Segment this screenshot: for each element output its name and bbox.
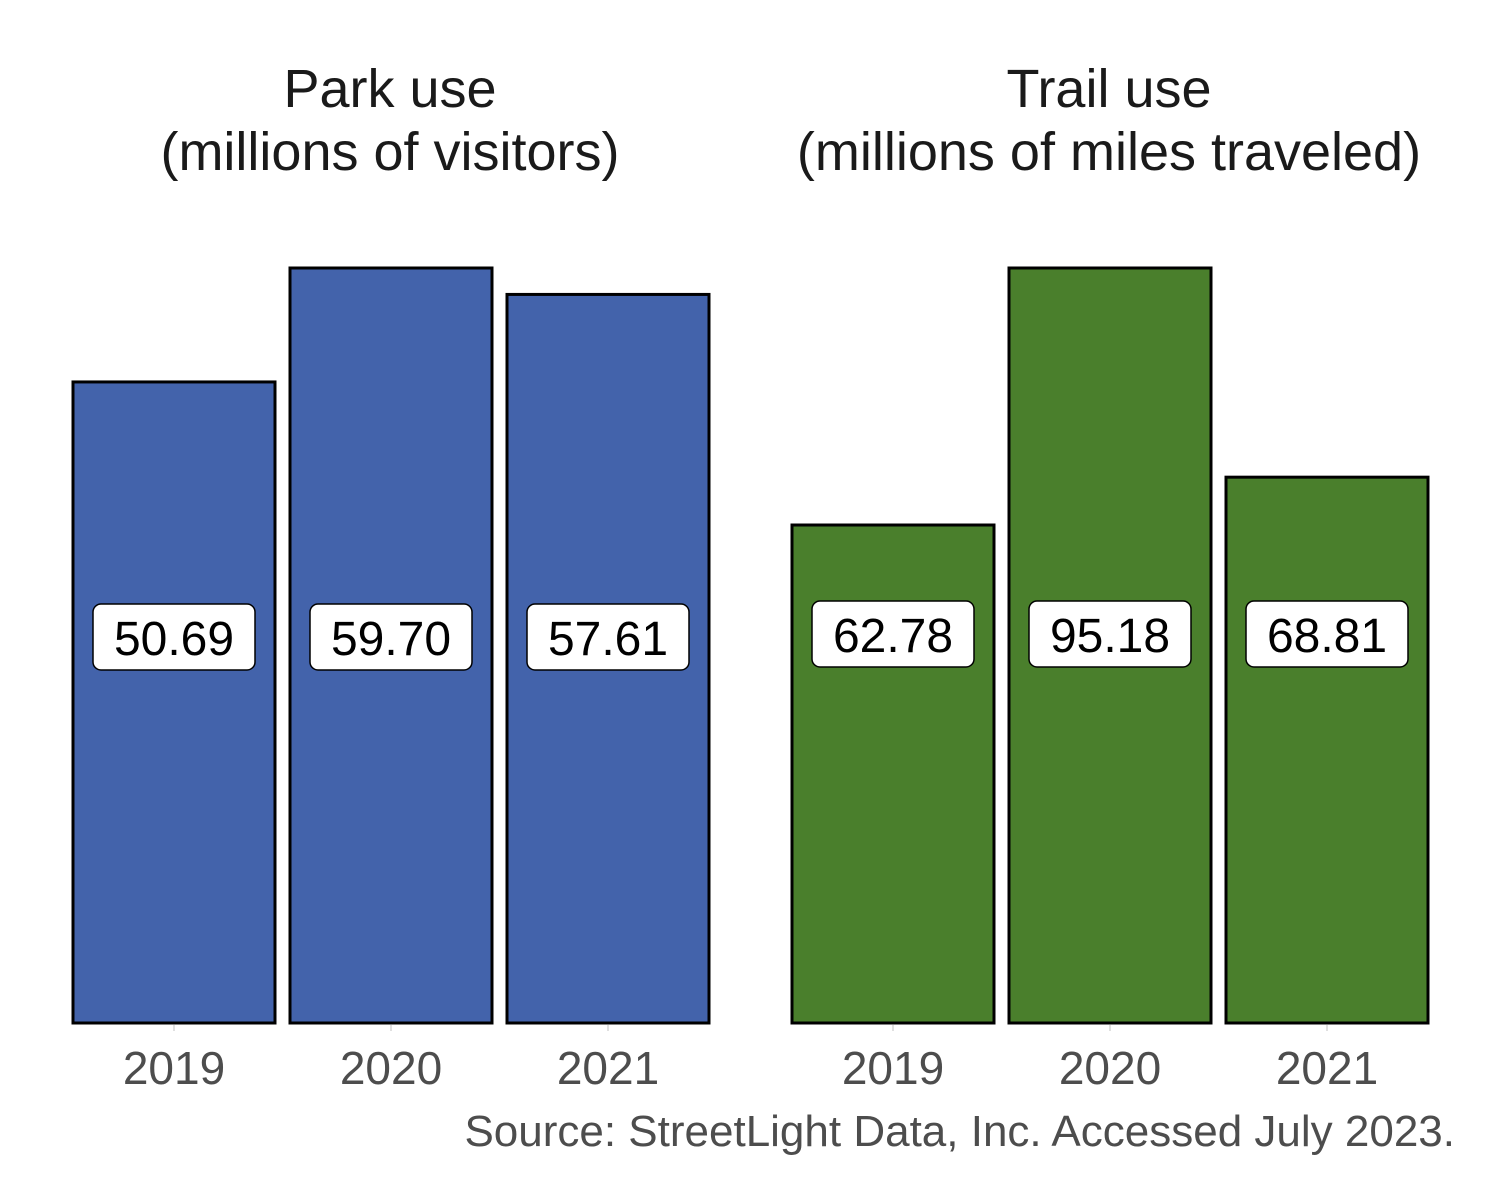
x-tick-label: 2020 bbox=[340, 1042, 442, 1094]
source-caption: Source: StreetLight Data, Inc. Accessed … bbox=[464, 1107, 1455, 1156]
panel-title-line-1: Trail use bbox=[1006, 59, 1211, 119]
data-label: 62.78 bbox=[833, 610, 953, 663]
data-label: 57.61 bbox=[548, 613, 668, 666]
data-label-box bbox=[1028, 600, 1192, 668]
bar-group: 62.78 2019 95.18 2020 68.81 2021 bbox=[790, 266, 1430, 1094]
x-tick-label: 2020 bbox=[1059, 1042, 1161, 1094]
data-label-box bbox=[811, 600, 975, 668]
data-label: 59.70 bbox=[331, 613, 451, 666]
panel-title-line-2: (millions of miles traveled) bbox=[797, 122, 1421, 182]
bar-2021 bbox=[1224, 475, 1430, 1025]
data-label: 50.69 bbox=[114, 613, 234, 666]
data-label-box bbox=[92, 603, 256, 671]
data-label: 68.81 bbox=[1267, 610, 1387, 663]
data-label-box bbox=[309, 603, 473, 671]
data-label: 95.18 bbox=[1050, 610, 1170, 663]
data-label-box bbox=[526, 603, 690, 671]
x-tick-label: 2021 bbox=[557, 1042, 659, 1094]
bar-2019 bbox=[71, 380, 277, 1025]
park-use-panel: Park use (millions of visitors) 50.69 201… bbox=[71, 59, 711, 1094]
panel-title-line-1: Park use bbox=[283, 59, 496, 119]
bar-2019 bbox=[790, 523, 996, 1025]
panel-title-line-2: (millions of visitors) bbox=[160, 122, 619, 182]
bar-group: 50.69 2019 59.70 2020 57.61 2021 bbox=[71, 266, 711, 1094]
trail-use-panel: Trail use (millions of miles traveled) 6… bbox=[790, 59, 1430, 1094]
x-tick-label: 2021 bbox=[1276, 1042, 1378, 1094]
x-tick-label: 2019 bbox=[842, 1042, 944, 1094]
data-label-box bbox=[1245, 600, 1409, 668]
x-tick-label: 2019 bbox=[123, 1042, 225, 1094]
